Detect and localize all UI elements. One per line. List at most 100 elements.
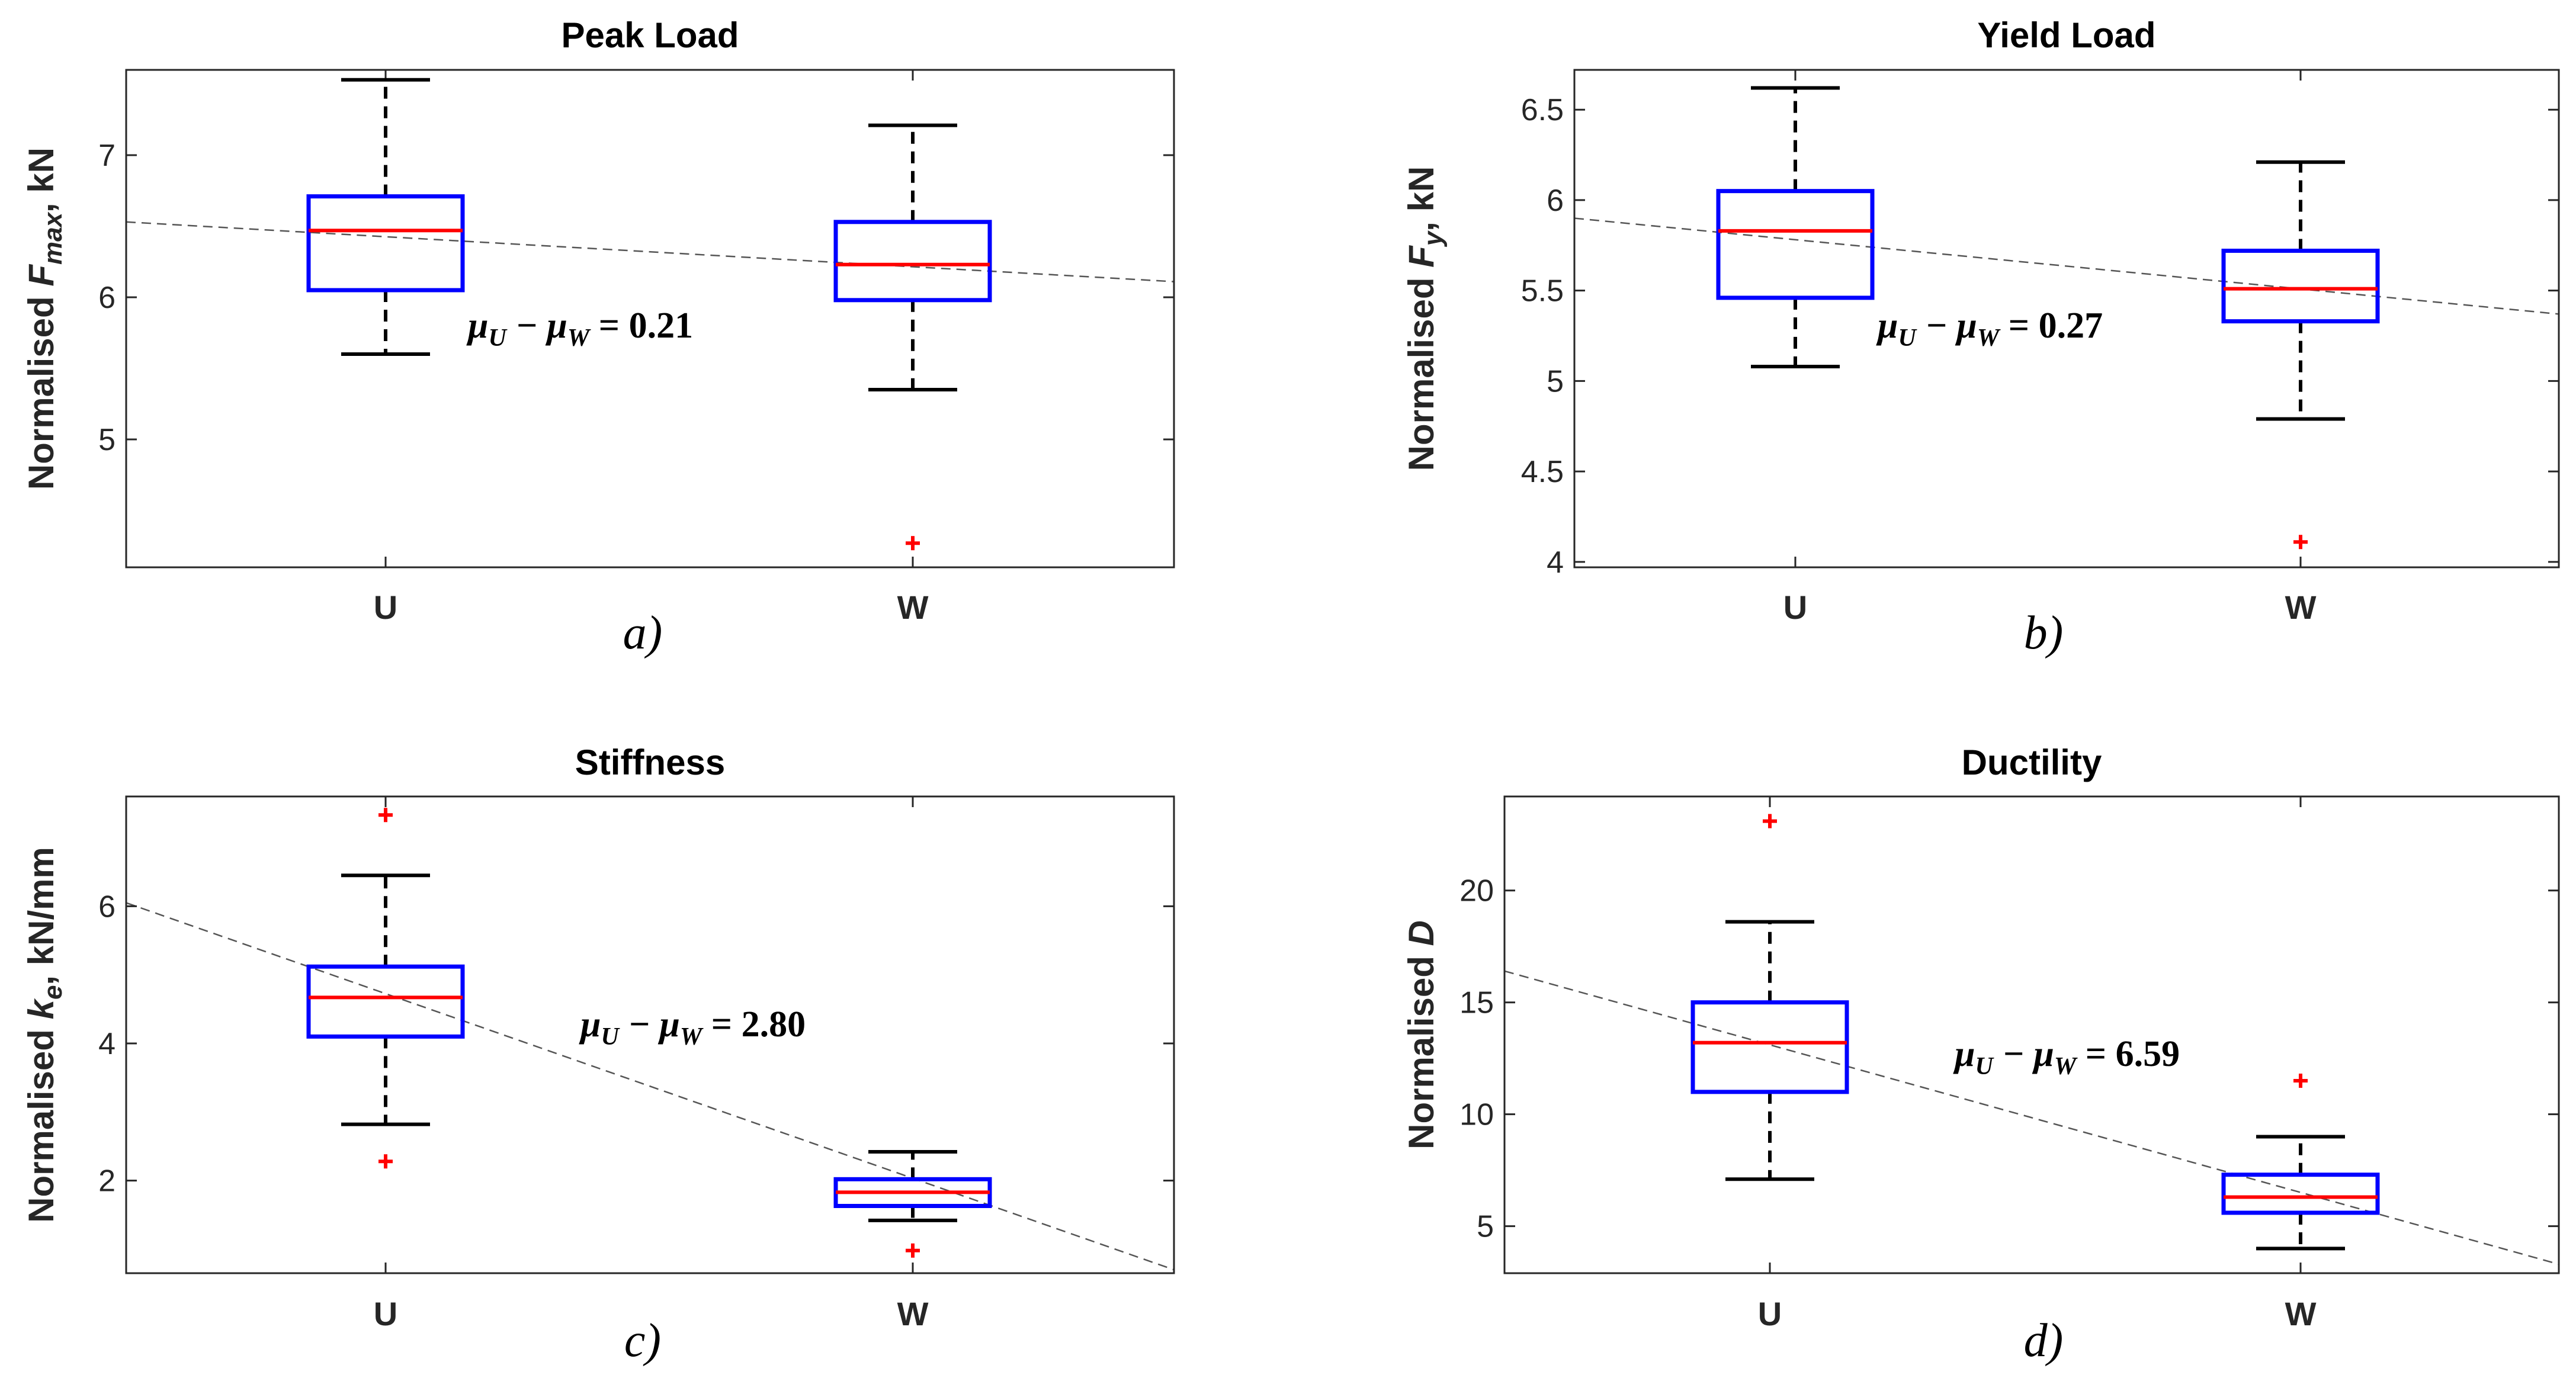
annot-sub-w: W — [1977, 325, 2001, 352]
y-tick-label: 4 — [1547, 545, 1564, 580]
y-label-subscript: e — [39, 985, 68, 1000]
y-label-prefix: Normalised — [1401, 268, 1441, 471]
outlier-marker — [378, 1154, 393, 1169]
y-tick-label: 4 — [98, 1027, 116, 1061]
panel-a-chart: 5 6 7 U W Peak Load Normalised Fmax, kN μU − μW… — [21, 15, 1175, 659]
iqr-box — [2221, 248, 2380, 324]
iqr-box — [306, 194, 465, 293]
annot-value: = 2.80 — [702, 1004, 806, 1045]
y-label-symbol: F — [21, 264, 61, 287]
mean-difference-annotation: μU − μW = 0.21 — [466, 306, 693, 352]
chart-title: Ductility — [1962, 743, 2102, 782]
annot-minus-mu-w: − μ — [1916, 306, 1977, 346]
box-u — [306, 78, 465, 356]
box-w — [2221, 1073, 2380, 1251]
chart-title: Yield Load — [1977, 15, 2155, 55]
y-label-suffix: , kN — [21, 147, 61, 213]
panel-b-chart: 4 4.5 5 5.5 6 6.5 U W Yield Load Normalised Fy, k… — [1401, 15, 2560, 659]
annot-sub-u: U — [601, 1023, 620, 1051]
y-tick-label: 6 — [1547, 184, 1564, 218]
chart-title: Peak Load — [561, 15, 739, 55]
axes-frame — [1573, 69, 2560, 568]
outlier-marker — [906, 536, 920, 551]
x-category-label: W — [2285, 589, 2317, 626]
y-tick-label: 5 — [1477, 1210, 1494, 1244]
y-tick-label: 5 — [1547, 364, 1564, 399]
annot-sub-u: U — [1975, 1053, 1994, 1080]
box-u — [1690, 814, 1849, 1181]
mean-difference-annotation: μU − μW = 0.27 — [1876, 306, 2103, 352]
box-w — [833, 123, 992, 551]
y-label-prefix: Normalised — [1401, 946, 1441, 1149]
annot-mu-u: μ — [579, 1004, 601, 1045]
annot-mu-u: μ — [1876, 306, 1898, 346]
y-label-subscript: max — [39, 211, 68, 265]
y-tick-label: 4.5 — [1521, 455, 1564, 489]
axes-frame — [125, 795, 1175, 1274]
annot-mu-u: μ — [466, 306, 488, 346]
panel-label: b) — [2024, 607, 2064, 659]
y-label-prefix: Normalised — [21, 1019, 61, 1222]
y-axis-label: Normalised ke, kN/mm — [21, 847, 68, 1223]
chart-title: Stiffness — [575, 743, 725, 782]
y-axis-label: Normalised Fy, kN — [1401, 166, 1448, 471]
y-axis-label: Normalised D — [1401, 920, 1441, 1149]
y-tick-label: 6 — [98, 281, 116, 315]
x-category-label: U — [1758, 1295, 1782, 1332]
outlier-marker — [2293, 1073, 2308, 1088]
iqr-box — [1716, 189, 1875, 300]
annot-minus-mu-w: − μ — [506, 306, 567, 346]
x-category-label: W — [897, 1295, 929, 1332]
annot-value: = 0.21 — [589, 306, 693, 346]
iqr-box — [2221, 1173, 2380, 1215]
annot-mu-u: μ — [1953, 1034, 1975, 1074]
panel-label: c) — [624, 1315, 661, 1367]
panel-c-chart: 2 4 6 U W Stiffness Normalised ke, kN/mm μU − μ… — [21, 743, 1175, 1367]
outlier-marker — [1763, 814, 1777, 828]
y-label-prefix: Normalised — [21, 287, 61, 490]
iqr-box — [306, 964, 465, 1039]
annot-sub-w: W — [2054, 1053, 2078, 1080]
y-label-subscript: y — [1419, 230, 1448, 247]
iqr-box — [833, 220, 992, 303]
annot-sub-u: U — [488, 325, 508, 352]
mean-difference-annotation: μU − μW = 2.80 — [579, 1004, 806, 1051]
y-tick-label: 2 — [98, 1164, 116, 1199]
y-tick-label: 5 — [98, 423, 116, 457]
iqr-box — [1690, 1000, 1849, 1094]
annot-sub-w: W — [680, 1023, 704, 1051]
box-w — [833, 1149, 992, 1258]
y-label-suffix: , kN/mm — [21, 847, 61, 985]
outlier-marker — [2293, 535, 2308, 550]
annot-sub-u: U — [1898, 325, 1917, 352]
x-category-label: W — [2285, 1295, 2317, 1332]
panel-label: a) — [623, 607, 663, 659]
y-tick-label: 20 — [1459, 874, 1494, 908]
outlier-marker — [906, 1243, 920, 1258]
annot-sub-w: W — [567, 325, 591, 352]
y-label-symbol: D — [1401, 920, 1441, 946]
trend-line — [126, 902, 1175, 1271]
box-u — [306, 808, 465, 1169]
y-tick-label: 10 — [1459, 1098, 1494, 1132]
axes-frame — [1503, 795, 2560, 1274]
axes-frame — [125, 69, 1175, 568]
outlier-marker — [378, 808, 393, 823]
x-category-label: W — [897, 589, 929, 626]
y-tick-label: 5.5 — [1521, 274, 1564, 309]
y-label-suffix: , kN — [1401, 166, 1441, 232]
trend-line — [126, 221, 1175, 282]
y-tick-label: 6 — [98, 889, 116, 924]
panel-label: d) — [2024, 1315, 2064, 1367]
y-axis-label: Normalised Fmax, kN — [21, 147, 68, 490]
annot-minus-mu-w: − μ — [619, 1004, 680, 1045]
y-tick-label: 7 — [98, 139, 116, 173]
y-tick-label: 6.5 — [1521, 93, 1564, 127]
mean-difference-annotation: μU − μW = 6.59 — [1953, 1034, 2180, 1080]
x-category-label: U — [1783, 589, 1807, 626]
y-tick-label: 15 — [1459, 986, 1494, 1020]
trend-line — [1574, 217, 2559, 315]
